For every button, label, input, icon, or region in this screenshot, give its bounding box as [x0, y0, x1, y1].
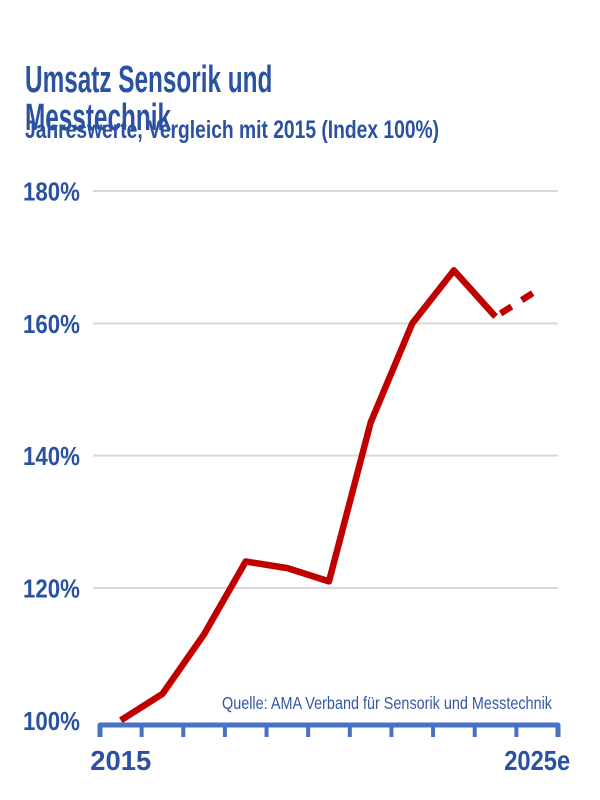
- revenue-index-series: [119, 267, 539, 724]
- revenue-index-line: [119, 267, 498, 724]
- x-axis-label-2015: 2015: [90, 745, 151, 776]
- chart-title-line1: Umsatz Sensorik und: [25, 59, 273, 102]
- x-axis: [97, 722, 561, 737]
- x-axis-label-2025e: 2025e: [504, 745, 570, 776]
- y-axis-label-100: 100%: [23, 706, 80, 736]
- y-axis-label-140: 140%: [23, 441, 80, 471]
- chart-subtitle: Jahreswerte, Vergleich mit 2015 (Index 1…: [25, 116, 440, 144]
- chart-title: Umsatz Sensorik und Messtechnik: [25, 61, 272, 137]
- source-note: Quelle: AMA Verband für Sensorik und Mes…: [222, 693, 552, 713]
- y-axis-label-180: 180%: [23, 177, 80, 207]
- y-axis-label-120: 120%: [23, 573, 80, 603]
- revenue-index-line-forecast: [493, 287, 539, 320]
- y-axis-label-160: 160%: [23, 309, 80, 339]
- chart-title-line2: Messtechnik: [25, 97, 171, 140]
